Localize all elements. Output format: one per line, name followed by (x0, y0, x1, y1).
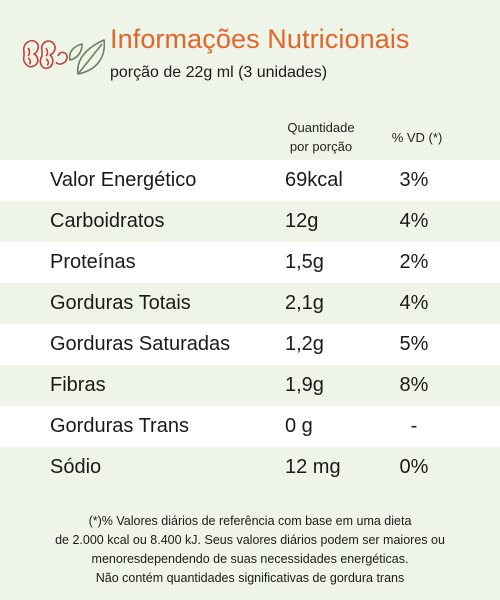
nutrient-name: Carboidratos (50, 210, 165, 232)
nutrient-name: Fibras (50, 374, 106, 396)
nutrient-name: Proteínas (50, 251, 136, 273)
nutrient-daily-value: 4% (399, 210, 429, 232)
serving-size: porção de 22g ml (3 unidades) (110, 64, 328, 81)
nutrient-quantity: 2,1g (285, 292, 324, 314)
nutrient-quantity: 1,9g (285, 374, 324, 396)
nutrient-name: Sódio (50, 456, 102, 478)
table-row: Gorduras Totais 2,1g 4% (0, 283, 500, 324)
nutrient-daily-value: - (410, 415, 418, 437)
quantity-header-line1: Quantidade (287, 120, 355, 135)
footnote-line: Não contém quantidades significativas de… (95, 571, 405, 585)
nutrient-name: Gorduras Totais (50, 292, 191, 314)
nutrient-daily-value: 5% (399, 333, 429, 355)
leaf-icon (68, 39, 106, 75)
quantity-header-line2: por porção (289, 139, 353, 154)
daily-value-column-header: % VD (*) (391, 130, 443, 145)
table-row: Valor Energético 69kcal 3% (0, 160, 500, 201)
nutrient-quantity: 1,5g (285, 251, 324, 273)
nutrient-daily-value: 4% (399, 292, 429, 314)
nutrient-name: Gorduras Saturadas (50, 333, 231, 355)
footnote-line: (*)% Valores diários de referência com b… (88, 514, 412, 528)
footnote: (*)% Valores diários de referência com b… (20, 512, 480, 588)
nutrient-quantity: 12 mg (285, 456, 341, 478)
nuts-leaf-logo-icon (22, 39, 106, 75)
table-row: Proteínas 1,5g 2% (0, 242, 500, 283)
nutrient-name: Valor Energético (50, 169, 197, 191)
nutrient-quantity: 69kcal (285, 169, 343, 191)
nutrient-daily-value: 0% (399, 456, 429, 478)
table-row: Gorduras Saturadas 1,2g 5% (0, 324, 500, 365)
footnote-line: menoresdependendo de suas necessidades e… (91, 552, 409, 566)
nutrient-daily-value: 2% (399, 251, 429, 273)
table-row: Sódio 12 mg 0% (0, 447, 500, 488)
nutrient-name: Gorduras Trans (50, 415, 189, 437)
nutrient-daily-value: 3% (399, 169, 429, 191)
nutrient-quantity: 0 g (285, 415, 313, 437)
nutrient-daily-value: 8% (399, 374, 429, 396)
nutrition-table: Valor Energético 69kcal 3% Carboidratos … (0, 160, 500, 488)
footnote-line: de 2.000 kcal ou 8.400 kJ. Seus valores … (55, 533, 445, 547)
table-row: Fibras 1,9g 8% (0, 365, 500, 406)
nutrient-quantity: 12g (285, 210, 319, 232)
nutrient-quantity: 1,2g (285, 333, 324, 355)
page-title: Informações Nutricionais (110, 24, 410, 54)
quantity-column-header: Quantidade por porção (276, 118, 366, 156)
table-row: Carboidratos 12g 4% (0, 201, 500, 242)
table-row: Gorduras Trans 0 g - (0, 406, 500, 447)
nuts-icon (22, 39, 68, 70)
